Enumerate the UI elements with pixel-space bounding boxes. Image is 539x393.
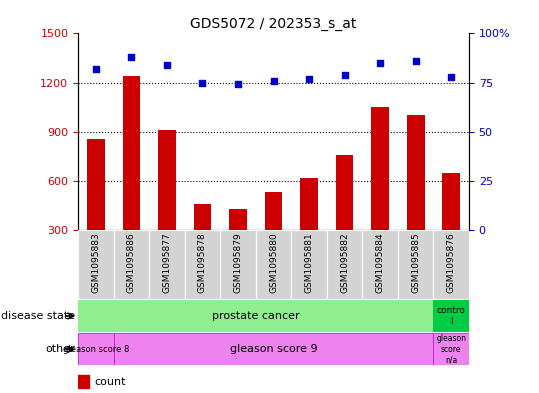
FancyBboxPatch shape [114, 333, 433, 365]
FancyBboxPatch shape [398, 230, 433, 299]
Text: GSM1095886: GSM1095886 [127, 232, 136, 293]
Text: GSM1095883: GSM1095883 [92, 232, 100, 293]
Point [270, 77, 278, 84]
Text: GSM1095876: GSM1095876 [447, 232, 455, 293]
Bar [229, 209, 247, 279]
Text: GSM1095885: GSM1095885 [411, 232, 420, 293]
FancyBboxPatch shape [78, 300, 433, 332]
Bar [194, 204, 211, 279]
Point [447, 73, 455, 80]
Text: GSM1095880: GSM1095880 [269, 232, 278, 293]
Text: contro
l: contro l [437, 306, 466, 326]
Point [234, 81, 243, 88]
Text: gleason
score
n/a: gleason score n/a [436, 334, 466, 364]
Title: GDS5072 / 202353_s_at: GDS5072 / 202353_s_at [190, 17, 357, 31]
FancyBboxPatch shape [433, 230, 469, 299]
FancyBboxPatch shape [114, 230, 149, 299]
Text: GSM1095881: GSM1095881 [305, 232, 314, 293]
FancyBboxPatch shape [433, 333, 469, 365]
Text: count: count [94, 376, 126, 387]
FancyBboxPatch shape [256, 230, 291, 299]
Bar [300, 178, 318, 279]
Point [411, 58, 420, 64]
FancyBboxPatch shape [220, 230, 256, 299]
Bar [87, 139, 105, 279]
Text: GSM1095877: GSM1095877 [162, 232, 171, 293]
Text: other: other [46, 344, 75, 354]
Text: gleason score 9: gleason score 9 [230, 344, 317, 354]
FancyBboxPatch shape [362, 230, 398, 299]
Point [376, 60, 384, 66]
Point [127, 54, 136, 60]
Text: GSM1095884: GSM1095884 [376, 232, 385, 293]
Text: GSM1095879: GSM1095879 [233, 232, 243, 293]
Point [92, 66, 100, 72]
FancyBboxPatch shape [185, 230, 220, 299]
FancyBboxPatch shape [291, 230, 327, 299]
FancyBboxPatch shape [149, 230, 185, 299]
Bar [443, 173, 460, 279]
Text: prostate cancer: prostate cancer [212, 311, 300, 321]
Bar [336, 154, 354, 279]
Bar [158, 130, 176, 279]
Bar [122, 76, 140, 279]
Point [305, 75, 313, 82]
Bar [78, 375, 89, 388]
Bar [265, 192, 282, 279]
FancyBboxPatch shape [78, 230, 114, 299]
Text: GSM1095878: GSM1095878 [198, 232, 207, 293]
FancyBboxPatch shape [78, 333, 114, 365]
Text: GSM1095882: GSM1095882 [340, 232, 349, 293]
Bar [371, 107, 389, 279]
FancyBboxPatch shape [327, 230, 362, 299]
Point [198, 79, 207, 86]
Text: disease state: disease state [1, 311, 75, 321]
FancyBboxPatch shape [433, 300, 469, 332]
Point [340, 72, 349, 78]
Text: gleason score 8: gleason score 8 [63, 345, 129, 354]
Point [163, 62, 171, 68]
Bar [407, 115, 425, 279]
